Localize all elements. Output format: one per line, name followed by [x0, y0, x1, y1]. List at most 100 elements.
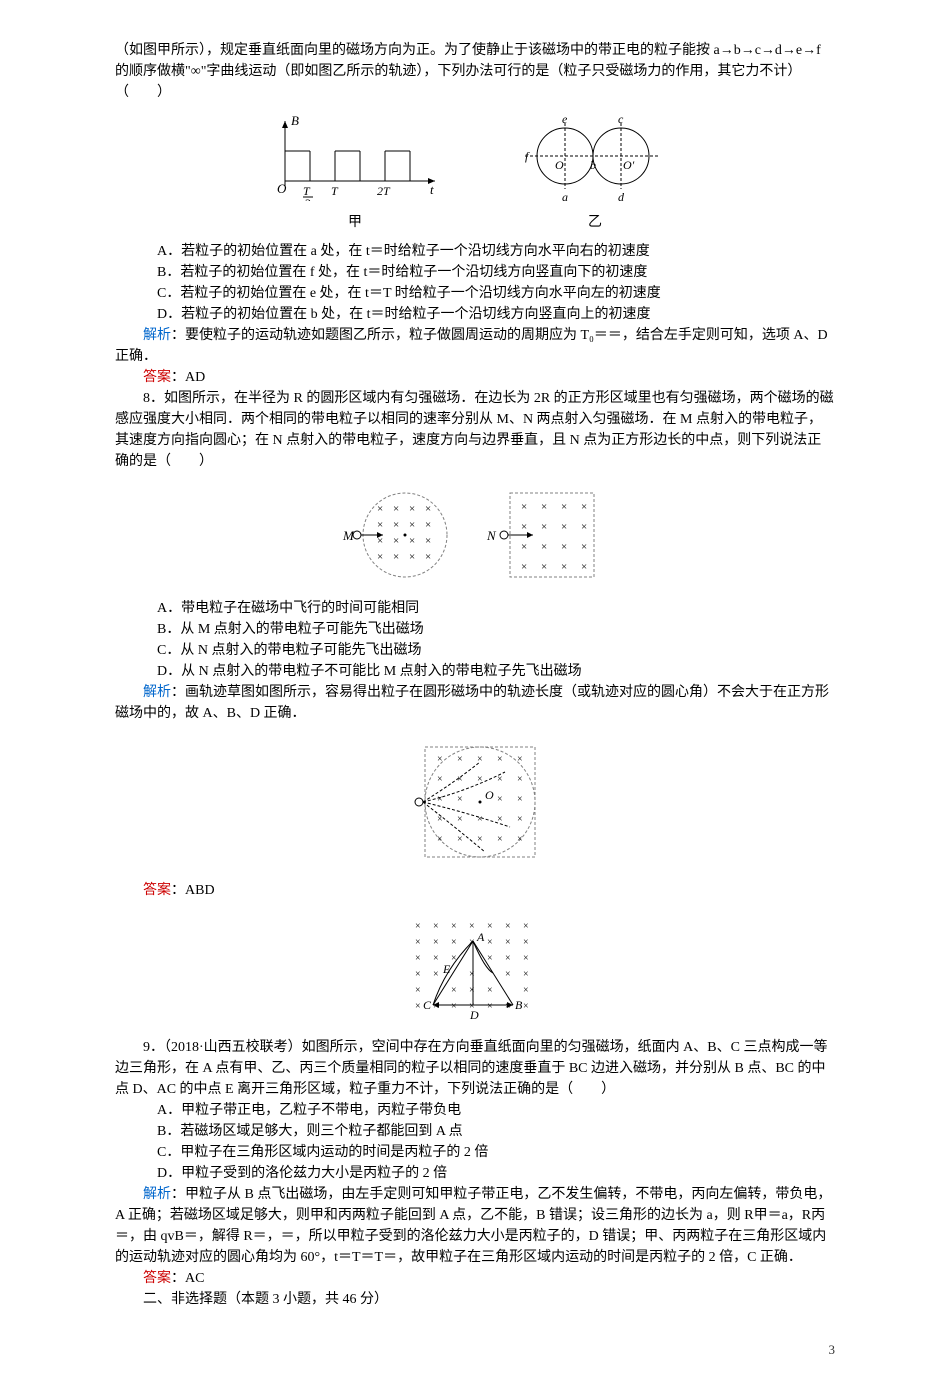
svg-text:×: × — [433, 953, 439, 964]
q9-figure: ××××××× ××××××× ×××××× ××××× ××××× ×××××… — [115, 909, 835, 1029]
svg-text:×: × — [425, 503, 431, 515]
q9-answer: 答案：AC — [115, 1268, 835, 1289]
q7-analysis: 解析：要使粒子的运动轨迹如题图乙所示，粒子做圆周运动的周期应为 T₀＝＝，结合左… — [115, 325, 835, 367]
q8-figure: M ×××× ×××× ×××× ×××× N ×××× ×××× ×××× ×… — [115, 480, 835, 590]
svg-text:E: E — [442, 962, 451, 976]
q7-figure-left: B t O T 2 T 2T 甲 — [265, 111, 445, 233]
q7-optC: C．若粒子的初始位置在 e 处，在 t＝T 时给粒子一个沿切线方向水平向左的初速… — [115, 283, 835, 304]
svg-text:×: × — [561, 541, 567, 553]
svg-text:t: t — [430, 182, 434, 197]
svg-text:×: × — [497, 774, 503, 785]
svg-text:×: × — [487, 985, 493, 996]
svg-text:c: c — [618, 112, 624, 126]
q7-graph-svg: B t O T 2 T 2T — [265, 111, 445, 201]
q7-analysis-text: ：要使粒子的运动轨迹如题图乙所示，粒子做圆周运动的周期应为 T₀＝＝，结合左手定… — [115, 328, 828, 364]
svg-text:×: × — [477, 834, 483, 845]
svg-text:C: C — [423, 998, 432, 1012]
analysis-label: 解析 — [143, 1187, 171, 1202]
svg-text:×: × — [393, 535, 399, 547]
svg-text:×: × — [377, 535, 383, 547]
svg-text:d: d — [618, 190, 625, 201]
svg-text:B: B — [515, 998, 523, 1012]
svg-text:×: × — [457, 794, 463, 805]
svg-text:×: × — [523, 1001, 529, 1012]
q8-optB: B．从 M 点射入的带电粒子可能先飞出磁场 — [115, 619, 835, 640]
svg-text:×: × — [415, 969, 421, 980]
svg-text:×: × — [505, 921, 511, 932]
q8-analysis: 解析：画轨迹草图如图所示，容易得出粒子在圆形磁场中的轨迹长度（或轨迹对应的圆心角… — [115, 682, 835, 724]
svg-text:×: × — [377, 519, 383, 531]
svg-text:a: a — [562, 190, 568, 201]
svg-text:T: T — [331, 184, 339, 198]
svg-text:×: × — [469, 921, 475, 932]
svg-text:×: × — [523, 937, 529, 948]
svg-text:×: × — [437, 754, 443, 765]
svg-text:×: × — [541, 521, 547, 533]
answer-label: 答案 — [143, 1271, 171, 1286]
page-number: 3 — [115, 1340, 835, 1360]
q7-circles-svg: f a b d c e O O′ — [505, 111, 685, 201]
svg-text:×: × — [523, 953, 529, 964]
svg-text:×: × — [457, 834, 463, 845]
svg-text:×: × — [433, 921, 439, 932]
svg-text:×: × — [451, 953, 457, 964]
answer-label: 答案 — [143, 370, 171, 385]
svg-text:×: × — [517, 834, 523, 845]
svg-text:×: × — [561, 561, 567, 573]
svg-text:×: × — [581, 561, 587, 573]
svg-text:×: × — [469, 985, 475, 996]
svg-text:×: × — [541, 541, 547, 553]
q9-stem: 9．（2018·山西五校联考）如图所示，空间中存在方向垂直纸面向里的匀强磁场，纸… — [115, 1037, 835, 1100]
svg-text:×: × — [425, 551, 431, 563]
svg-text:×: × — [409, 535, 415, 547]
svg-text:×: × — [581, 521, 587, 533]
svg-text:×: × — [487, 1001, 493, 1012]
svg-text:×: × — [409, 519, 415, 531]
svg-text:×: × — [561, 501, 567, 513]
svg-text:×: × — [425, 519, 431, 531]
svg-text:×: × — [377, 551, 383, 563]
analysis-label: 解析 — [143, 328, 171, 343]
svg-text:×: × — [517, 814, 523, 825]
svg-text:×: × — [497, 814, 503, 825]
q7-fig1-label: 甲 — [265, 212, 445, 233]
q8-analysis-figure: O ××××× ××××× ×××× ××××× ××××× — [115, 732, 835, 872]
svg-text:×: × — [433, 937, 439, 948]
svg-text:×: × — [469, 969, 475, 980]
svg-text:×: × — [523, 969, 529, 980]
q8-optD: D．从 N 点射入的带电粒子不可能比 M 点射入的带电粒子先飞出磁场 — [115, 661, 835, 682]
svg-text:×: × — [393, 503, 399, 515]
svg-text:×: × — [581, 501, 587, 513]
q7-optD: D．若粒子的初始位置在 b 处，在 t＝时给粒子一个沿切线方向竖直向上的初速度 — [115, 304, 835, 325]
svg-text:O: O — [277, 181, 287, 196]
q7-figure-row: B t O T 2 T 2T 甲 — [115, 111, 835, 233]
svg-text:D: D — [469, 1008, 479, 1022]
svg-text:×: × — [437, 794, 443, 805]
svg-text:e: e — [562, 112, 568, 126]
svg-text:×: × — [517, 754, 523, 765]
svg-text:×: × — [497, 834, 503, 845]
svg-text:M: M — [342, 528, 355, 543]
q7-optA: A．若粒子的初始位置在 a 处，在 t＝时给粒子一个沿切线方向水平向右的初速度 — [115, 241, 835, 262]
svg-text:2: 2 — [305, 196, 311, 201]
q8-answer: 答案：ABD — [115, 880, 835, 901]
svg-text:×: × — [561, 521, 567, 533]
svg-text:×: × — [505, 969, 511, 980]
svg-text:×: × — [451, 985, 457, 996]
svg-text:×: × — [523, 985, 529, 996]
svg-text:×: × — [541, 501, 547, 513]
q8-analysis-svg: O ××××× ××××× ×××× ××××× ××××× — [395, 732, 555, 872]
q8-optC: C．从 N 点射入的带电粒子可能先飞出磁场 — [115, 640, 835, 661]
svg-text:×: × — [457, 774, 463, 785]
q7-optB: B．若粒子的初始位置在 f 处，在 t＝时给粒子一个沿切线方向竖直向下的初速度 — [115, 262, 835, 283]
svg-text:×: × — [415, 937, 421, 948]
q8-stem: 8．如图所示，在半径为 R 的圆形区域内有匀强磁场．在边长为 2R 的正方形区域… — [115, 388, 835, 472]
q9-answer-text: ：AC — [171, 1271, 204, 1286]
q9-optB: B．若磁场区域足够大，则三个粒子都能回到 A 点 — [115, 1121, 835, 1142]
svg-text:×: × — [415, 985, 421, 996]
svg-text:×: × — [437, 774, 443, 785]
svg-text:B: B — [291, 113, 299, 128]
q9-svg: ××××××× ××××××× ×××××× ××××× ××××× ×××××… — [395, 909, 555, 1029]
q8-analysis-text: ：画轨迹草图如图所示，容易得出粒子在圆形磁场中的轨迹长度（或轨迹对应的圆心角）不… — [115, 685, 829, 721]
svg-text:×: × — [477, 754, 483, 765]
